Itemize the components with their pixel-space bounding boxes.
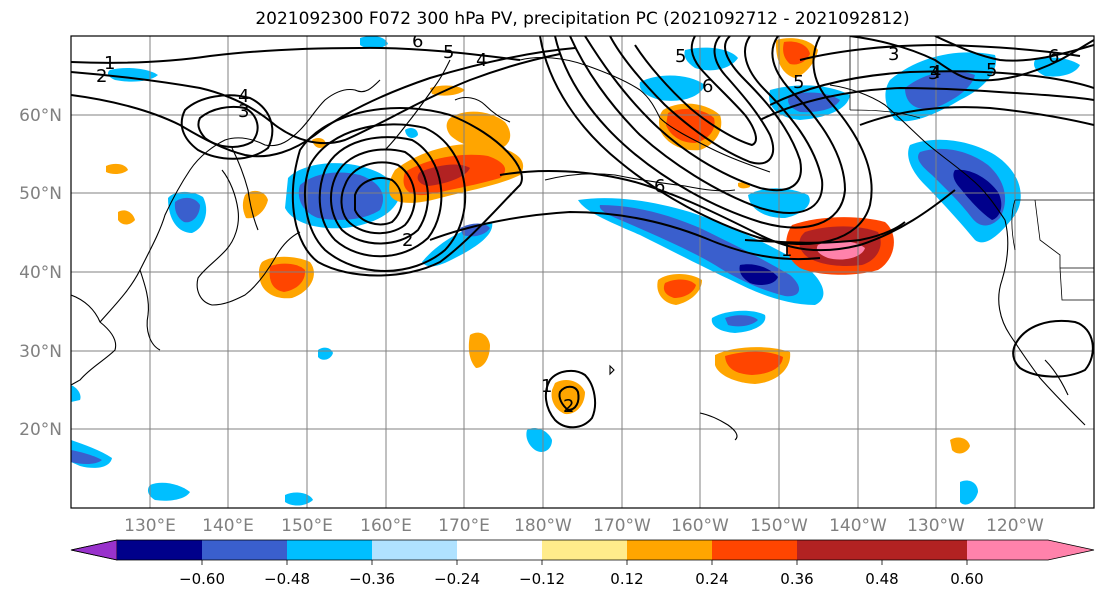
contour-label: 3 (928, 63, 939, 84)
colorbar-bin (882, 540, 967, 560)
lon-label: 160°E (360, 516, 412, 536)
lon-label: 120°W (986, 516, 1044, 536)
colorbar-tick-label: 0.24 (695, 570, 728, 588)
colorbar-ticks (201, 560, 968, 565)
colorbar-tick-label: 0.12 (610, 570, 643, 588)
colorbar-outline (70, 539, 1095, 561)
lat-label: 50°N (19, 184, 62, 204)
contour-label: 6 (1048, 46, 1059, 67)
lon-label: 160°W (671, 516, 729, 536)
colorbar-bin (372, 540, 457, 560)
colorbar-bin (712, 540, 797, 560)
colorbar-bin (117, 540, 202, 560)
colorbar-bin (457, 540, 542, 560)
colorbar: −0.60 −0.48 −0.36 −0.24 −0.12 0.12 0.24 … (70, 539, 1095, 588)
colorbar-tick-label: −0.60 (179, 570, 225, 588)
colorbar-bin (287, 540, 372, 560)
colorbar-tick-label: −0.48 (264, 570, 310, 588)
contour-label: 5 (986, 60, 997, 81)
contour-label: 1 (541, 376, 552, 397)
colorbar-bin (542, 540, 627, 560)
colorbar-tick-label: −0.36 (349, 570, 395, 588)
lon-label: 130°W (907, 516, 965, 536)
lon-label: 140°E (202, 516, 254, 536)
colorbar-bin (202, 540, 287, 560)
contour-label: 3 (888, 44, 899, 65)
political-boundaries (849, 36, 1094, 301)
lat-label: 60°N (19, 106, 62, 126)
map-plot-area: 1 2 6 5 4 4 3 5 3 6 5 6 1 2 1 2 3 4 5 6 (71, 31, 1094, 508)
colorbar-tick-label: −0.24 (434, 570, 480, 588)
colorbar-extend-max-fill (967, 540, 1094, 560)
contour-label: 6 (654, 176, 665, 197)
contour-label: 6 (702, 76, 713, 97)
map-title: 2021092300 F072 300 hPa PV, precipitatio… (255, 9, 910, 29)
graticule (71, 36, 1094, 508)
colorbar-tick-label: 0.36 (780, 570, 813, 588)
lon-label: 140°W (829, 516, 887, 536)
lon-label: 180°W (514, 516, 572, 536)
map-frame (70, 35, 1095, 509)
lat-label: 30°N (19, 342, 62, 362)
pv-contours (71, 36, 1094, 429)
contour-label: 2 (402, 230, 413, 251)
lon-label: 170°E (438, 516, 490, 536)
contour-label: 2 (563, 396, 574, 417)
contour-label: 3 (238, 101, 249, 122)
contour-label: 1 (781, 240, 792, 261)
contour-label: 5 (793, 72, 804, 93)
lon-label: 150°E (281, 516, 333, 536)
lon-label: 130°E (124, 516, 176, 536)
contour-labels: 1 2 6 5 4 4 3 5 3 6 5 6 1 2 1 2 3 4 5 6 (96, 31, 1059, 417)
contour-label: 2 (96, 66, 107, 87)
contour-label: 5 (675, 46, 686, 67)
lon-label: 150°W (750, 516, 808, 536)
colorbar-bin (797, 540, 882, 560)
colorbar-tick-labels: −0.60 −0.48 −0.36 −0.24 −0.12 0.12 0.24 … (179, 570, 984, 588)
colorbar-extend-min (70, 539, 118, 561)
lon-labels: 130°E 140°E 150°E 160°E 170°E 180°W 170°… (124, 516, 1044, 536)
colorbar-tick-label: 0.48 (865, 570, 898, 588)
contour-label: 4 (930, 62, 941, 83)
lat-labels: 60°N 50°N 40°N 30°N 20°N (19, 106, 62, 440)
colorbar-tick-label: 0.60 (950, 570, 983, 588)
contour-label: 5 (443, 42, 454, 63)
lat-label: 40°N (19, 263, 62, 283)
lon-label: 170°W (593, 516, 651, 536)
colorbar-bin (627, 540, 712, 560)
contour-label: 1 (104, 53, 115, 74)
colorbar-tick-label: −0.12 (519, 570, 565, 588)
contour-label: 4 (238, 86, 249, 107)
lat-label: 20°N (19, 420, 62, 440)
contour-label: 4 (476, 50, 487, 71)
contour-label: 6 (412, 31, 423, 52)
